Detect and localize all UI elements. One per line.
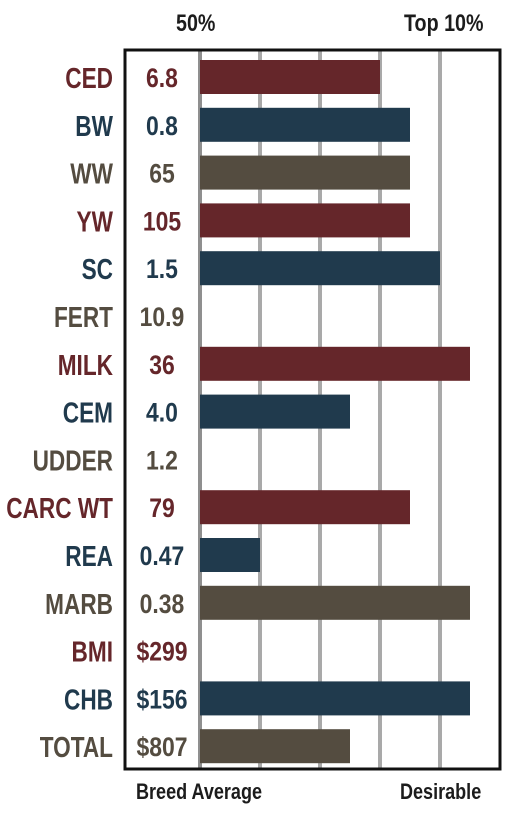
trait-label-total: TOTAL [40, 730, 113, 763]
chart-frame [123, 48, 502, 771]
trait-value-chb: $156 [136, 685, 187, 715]
bar-cem [200, 394, 350, 429]
trait-value-bw: 0.8 [146, 111, 178, 141]
trait-label-fert: FERT [54, 300, 113, 333]
bar-sc [200, 251, 440, 286]
bar-rea [200, 538, 260, 572]
bar-chb [200, 681, 470, 716]
trait-label-cem: CEM [63, 396, 113, 429]
bar-ced [200, 60, 380, 94]
trait-label-sc: SC [82, 252, 114, 285]
trait-value-total: $807 [136, 732, 187, 762]
bar-yw [200, 203, 410, 238]
trait-value-bmi: $299 [136, 637, 187, 667]
trait-label-chb: CHB [64, 683, 113, 716]
trait-label-bw: BW [75, 109, 113, 142]
header-label-50-percent: 50% [176, 10, 216, 37]
trait-value-yw: 105 [143, 207, 181, 237]
trait-value-milk: 36 [149, 350, 175, 380]
trait-label-ced: CED [65, 61, 113, 94]
header-label-top-10-percent: Top 10% [404, 10, 484, 37]
trait-label-milk: MILK [58, 348, 113, 381]
trait-value-udder: 1.2 [146, 446, 178, 476]
bar-ww [200, 155, 410, 190]
trait-label-marb: MARB [45, 587, 113, 620]
trait-label-yw: YW [77, 205, 114, 238]
trait-value-carc-wt: 79 [149, 493, 175, 523]
bar-total [200, 729, 350, 764]
trait-label-udder: UDDER [33, 444, 114, 477]
trait-value-rea: 0.47 [140, 541, 185, 571]
trait-value-ced: 6.8 [146, 63, 178, 93]
trait-label-carc-wt: CARC WT [6, 491, 113, 524]
trait-value-fert: 10.9 [140, 302, 185, 332]
bar-milk [200, 346, 470, 381]
trait-value-marb: 0.38 [140, 589, 185, 619]
footer-label-desirable: Desirable [400, 779, 482, 804]
trait-value-sc: 1.5 [146, 254, 178, 284]
trait-label-bmi: BMI [72, 635, 113, 668]
footer-label-breed-average: Breed Average [136, 779, 263, 804]
trait-value-cem: 4.0 [146, 398, 178, 428]
bar-carc-wt [200, 490, 410, 525]
bar-marb [200, 585, 470, 620]
bar-bw [200, 107, 410, 142]
trait-label-rea: REA [65, 539, 113, 572]
trait-value-ww: 65 [149, 159, 175, 189]
trait-label-ww: WW [70, 157, 113, 190]
